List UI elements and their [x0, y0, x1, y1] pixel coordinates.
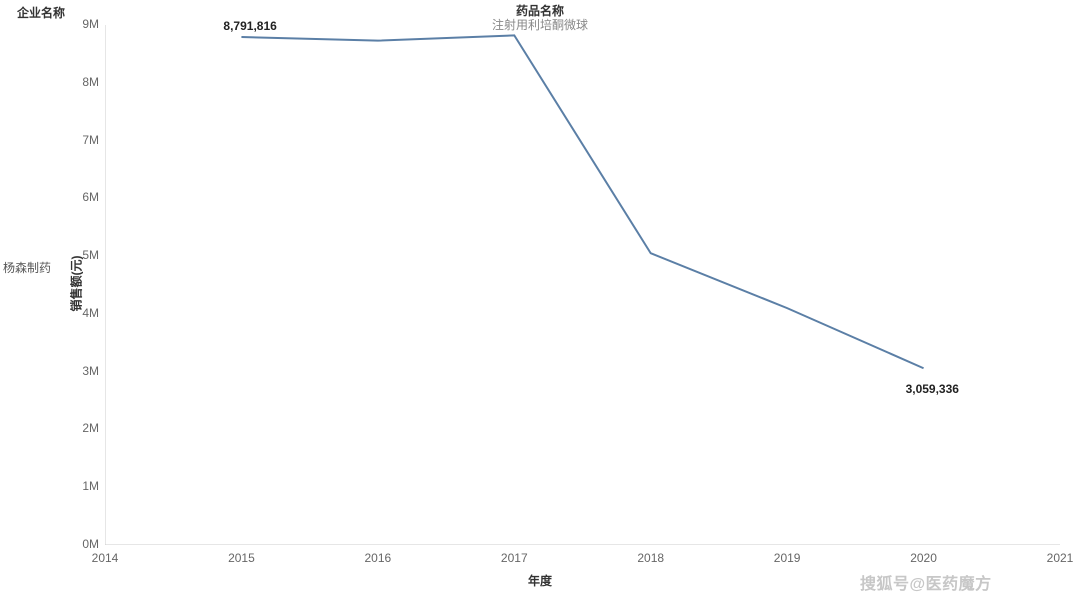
x-tick-label: 2017	[489, 551, 539, 565]
company-title: 企业名称	[17, 4, 65, 21]
y-tick-label: 9M	[65, 17, 99, 31]
y-tick-label: 2M	[65, 421, 99, 435]
x-tick-label: 2015	[216, 551, 266, 565]
data-point-label: 3,059,336	[906, 382, 959, 396]
x-tick-label: 2019	[762, 551, 812, 565]
y-tick-label: 6M	[65, 190, 99, 204]
y-tick-label: 7M	[65, 133, 99, 147]
x-axis-title: 年度	[490, 572, 590, 589]
y-tick-label: 1M	[65, 479, 99, 493]
line-series	[241, 35, 923, 368]
data-point-label: 8,791,816	[223, 19, 276, 33]
company-name-label: 杨森制药	[3, 259, 51, 276]
x-tick-label: 2018	[626, 551, 676, 565]
chart-plot	[105, 25, 1060, 545]
y-tick-label: 8M	[65, 75, 99, 89]
x-tick-label: 2021	[1035, 551, 1080, 565]
x-tick-label: 2016	[353, 551, 403, 565]
x-tick-label: 2014	[80, 551, 130, 565]
y-tick-label: 3M	[65, 364, 99, 378]
y-tick-label: 0M	[65, 537, 99, 551]
x-tick-label: 2020	[899, 551, 949, 565]
y-tick-label: 4M	[65, 306, 99, 320]
y-tick-label: 5M	[65, 248, 99, 262]
watermark: 搜狐号@医药魔方	[860, 570, 992, 594]
